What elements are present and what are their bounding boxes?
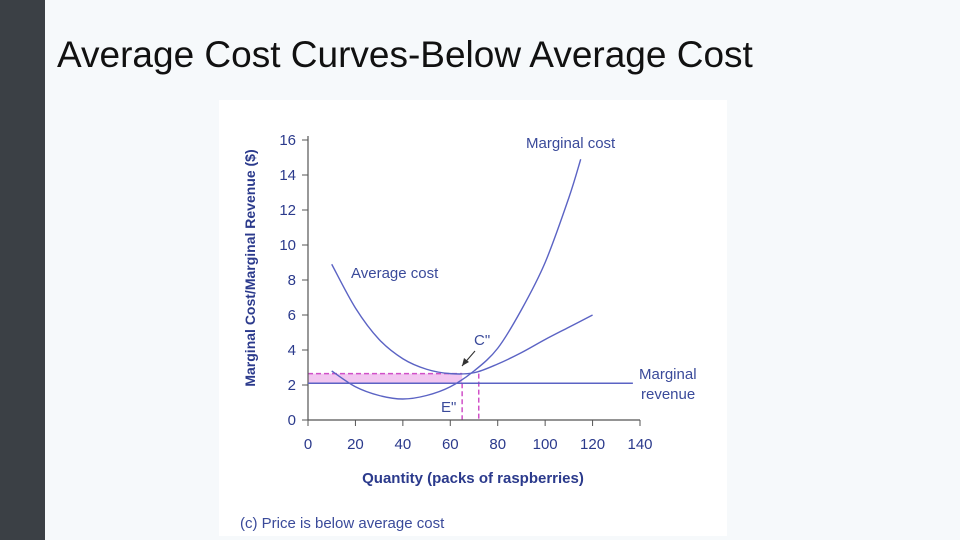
x-tick-label: 100 <box>533 436 558 453</box>
marginal-revenue-label-1: Marginal <box>639 366 697 383</box>
point-c-arrowhead <box>462 358 469 366</box>
x-tick-label: 80 <box>489 436 506 453</box>
y-tick-label: 10 <box>279 237 296 254</box>
slide-title: Average Cost Curves-Below Average Cost <box>57 34 753 75</box>
point-c-label: C" <box>474 332 490 349</box>
point-e-label: E" <box>441 399 456 416</box>
y-tick-label: 6 <box>288 307 296 324</box>
average-cost-label: Average cost <box>351 265 439 282</box>
x-tick-label: 140 <box>627 436 652 453</box>
x-tick-label: 120 <box>580 436 605 453</box>
x-tick-label: 0 <box>304 436 312 453</box>
y-tick-label: 4 <box>288 342 296 359</box>
y-tick-label: 12 <box>279 202 296 219</box>
y-tick-label: 8 <box>288 272 296 289</box>
marginal-cost-curve <box>331 159 582 400</box>
average-cost-curve <box>331 263 593 375</box>
y-axis-title: Marginal Cost/Marginal Revenue ($) <box>242 149 258 386</box>
x-tick-label: 60 <box>442 436 459 453</box>
marginal-cost-label: Marginal cost <box>526 135 616 152</box>
y-tick-label: 14 <box>279 167 296 184</box>
y-tick-label: 0 <box>288 412 296 429</box>
figure-panel: 0 2 4 6 8 10 12 14 16 0 20 40 60 80 100 120 140 Quantity … <box>219 100 727 536</box>
left-accent-bar <box>0 0 45 540</box>
figure-caption: (c) Price is below average cost <box>240 515 445 532</box>
y-tick-label: 2 <box>288 377 296 394</box>
cost-chart: 0 2 4 6 8 10 12 14 16 0 20 40 60 80 100 120 140 Quantity … <box>240 132 697 532</box>
loss-region <box>308 373 463 384</box>
marginal-revenue-label-2: revenue <box>641 386 695 403</box>
x-axis-title: Quantity (packs of raspberries) <box>362 470 584 487</box>
x-tick-label: 20 <box>347 436 364 453</box>
x-tick-label: 40 <box>395 436 412 453</box>
y-tick-label: 16 <box>279 132 296 149</box>
